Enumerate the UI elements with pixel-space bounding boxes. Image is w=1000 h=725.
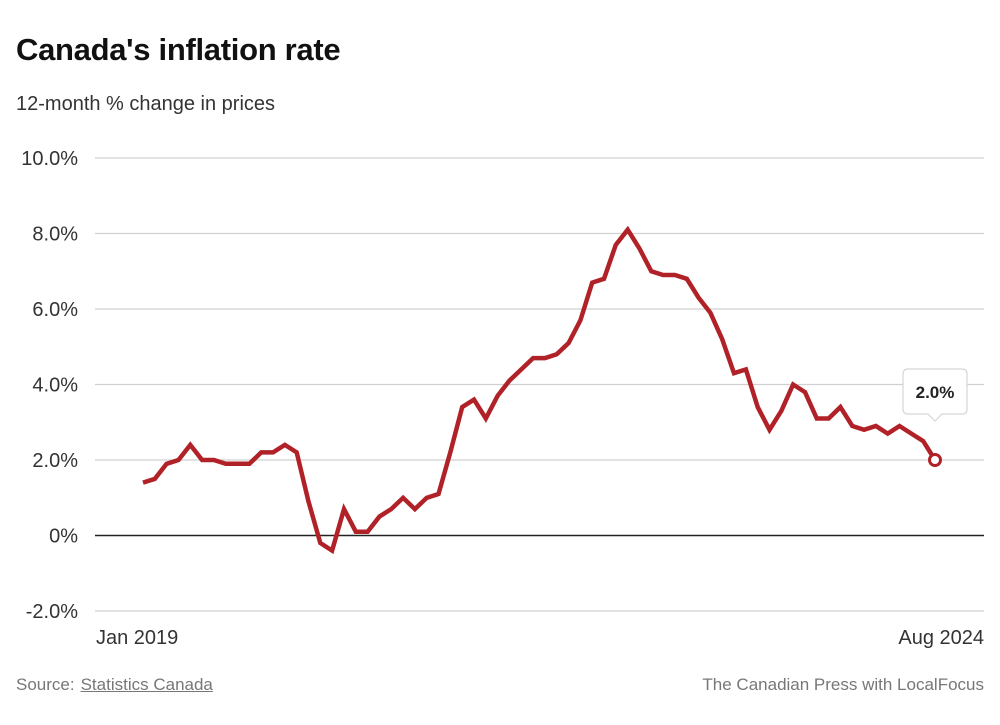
series-line-inflation xyxy=(142,225,937,555)
data-point[interactable] xyxy=(397,492,409,504)
data-point[interactable] xyxy=(586,277,598,289)
y-tick-label: 2.0% xyxy=(32,450,78,472)
callout-label: 2.0% xyxy=(916,383,955,402)
data-point[interactable] xyxy=(196,454,208,466)
data-point[interactable] xyxy=(279,439,291,451)
data-point[interactable] xyxy=(917,435,929,447)
callout-layer: 2.0% xyxy=(902,368,968,467)
data-point[interactable] xyxy=(184,439,196,451)
y-tick-label: 6.0% xyxy=(32,299,78,321)
data-point[interactable] xyxy=(728,367,740,379)
y-tick-label: 10.0% xyxy=(21,148,78,170)
data-point[interactable] xyxy=(657,269,669,281)
data-point[interactable] xyxy=(468,394,480,406)
data-point[interactable] xyxy=(314,537,326,549)
data-point[interactable] xyxy=(551,348,563,360)
data-point[interactable] xyxy=(373,511,385,523)
data-point[interactable] xyxy=(456,401,468,413)
data-point[interactable] xyxy=(870,420,882,432)
data-point[interactable] xyxy=(610,239,622,251)
data-point[interactable] xyxy=(574,314,586,326)
data-point[interactable] xyxy=(350,526,362,538)
data-point[interactable] xyxy=(740,363,752,375)
data-point[interactable] xyxy=(220,458,232,470)
y-tick-label: 4.0% xyxy=(32,375,78,397)
y-tick-label: 0% xyxy=(49,526,78,548)
chart-title: Canada's inflation rate xyxy=(16,32,341,67)
source-credit: Source: Statistics Canada xyxy=(16,675,213,695)
source-link[interactable]: Statistics Canada xyxy=(80,675,213,694)
data-point[interactable] xyxy=(255,446,267,458)
data-point[interactable] xyxy=(834,401,846,413)
data-point[interactable] xyxy=(622,224,634,236)
data-point[interactable] xyxy=(799,386,811,398)
data-point[interactable] xyxy=(362,526,374,538)
data-point[interactable] xyxy=(645,265,657,277)
x-tick-label: Aug 2024 xyxy=(898,627,984,649)
data-point[interactable] xyxy=(149,473,161,485)
y-tick-label: 8.0% xyxy=(32,224,78,246)
y-tick-label: -2.0% xyxy=(26,601,78,623)
data-point[interactable] xyxy=(527,352,539,364)
callout-box xyxy=(902,368,968,422)
data-point[interactable] xyxy=(338,503,350,515)
data-point[interactable] xyxy=(882,428,894,440)
data-point[interactable] xyxy=(633,243,645,255)
data-point[interactable] xyxy=(291,446,303,458)
x-axis-ticks: Jan 2019 Aug 2024 xyxy=(96,627,984,649)
data-point[interactable] xyxy=(693,292,705,304)
data-point[interactable] xyxy=(787,379,799,391)
gridlines xyxy=(95,157,984,612)
x-tick-label: Jan 2019 xyxy=(96,627,178,649)
data-point[interactable] xyxy=(563,337,575,349)
line-chart: 10.0% 8.0% 6.0% 4.0% 2.0% 0% -2.0% Jan 2019 Aug… xyxy=(21,148,984,649)
data-point[interactable] xyxy=(764,424,776,436)
data-point[interactable] xyxy=(302,496,314,508)
data-point[interactable] xyxy=(161,458,173,470)
data-point[interactable] xyxy=(172,454,184,466)
last-point-marker xyxy=(928,453,942,467)
data-point[interactable] xyxy=(894,420,906,432)
chart-subtitle: 12-month % change in prices xyxy=(16,93,276,115)
data-point[interactable] xyxy=(433,488,445,500)
data-point[interactable] xyxy=(267,446,279,458)
data-point[interactable] xyxy=(137,477,149,489)
series-layer xyxy=(137,224,937,557)
data-point[interactable] xyxy=(421,492,433,504)
data-point[interactable] xyxy=(669,269,681,281)
data-point[interactable] xyxy=(539,352,551,364)
data-point[interactable] xyxy=(823,412,835,424)
data-point[interactable] xyxy=(480,412,492,424)
y-axis-ticks: 10.0% 8.0% 6.0% 4.0% 2.0% 0% -2.0% xyxy=(21,148,78,623)
data-point[interactable] xyxy=(846,420,858,432)
data-point[interactable] xyxy=(503,375,515,387)
data-point[interactable] xyxy=(385,503,397,515)
source-prefix: Source: xyxy=(16,675,75,694)
data-point[interactable] xyxy=(444,446,456,458)
data-point[interactable] xyxy=(811,412,823,424)
data-point[interactable] xyxy=(681,273,693,285)
data-point[interactable] xyxy=(716,333,728,345)
data-point[interactable] xyxy=(232,458,244,470)
data-point[interactable] xyxy=(598,273,610,285)
data-point[interactable] xyxy=(704,307,716,319)
data-point[interactable] xyxy=(858,424,870,436)
data-point[interactable] xyxy=(775,405,787,417)
data-point[interactable] xyxy=(905,428,917,440)
data-point[interactable] xyxy=(409,503,421,515)
data-point[interactable] xyxy=(326,545,338,557)
data-point[interactable] xyxy=(243,458,255,470)
publisher-credit: The Canadian Press with LocalFocus xyxy=(702,675,984,694)
data-point[interactable] xyxy=(208,454,220,466)
data-point[interactable] xyxy=(492,390,504,402)
data-point[interactable] xyxy=(752,401,764,413)
data-point[interactable] xyxy=(515,363,527,375)
